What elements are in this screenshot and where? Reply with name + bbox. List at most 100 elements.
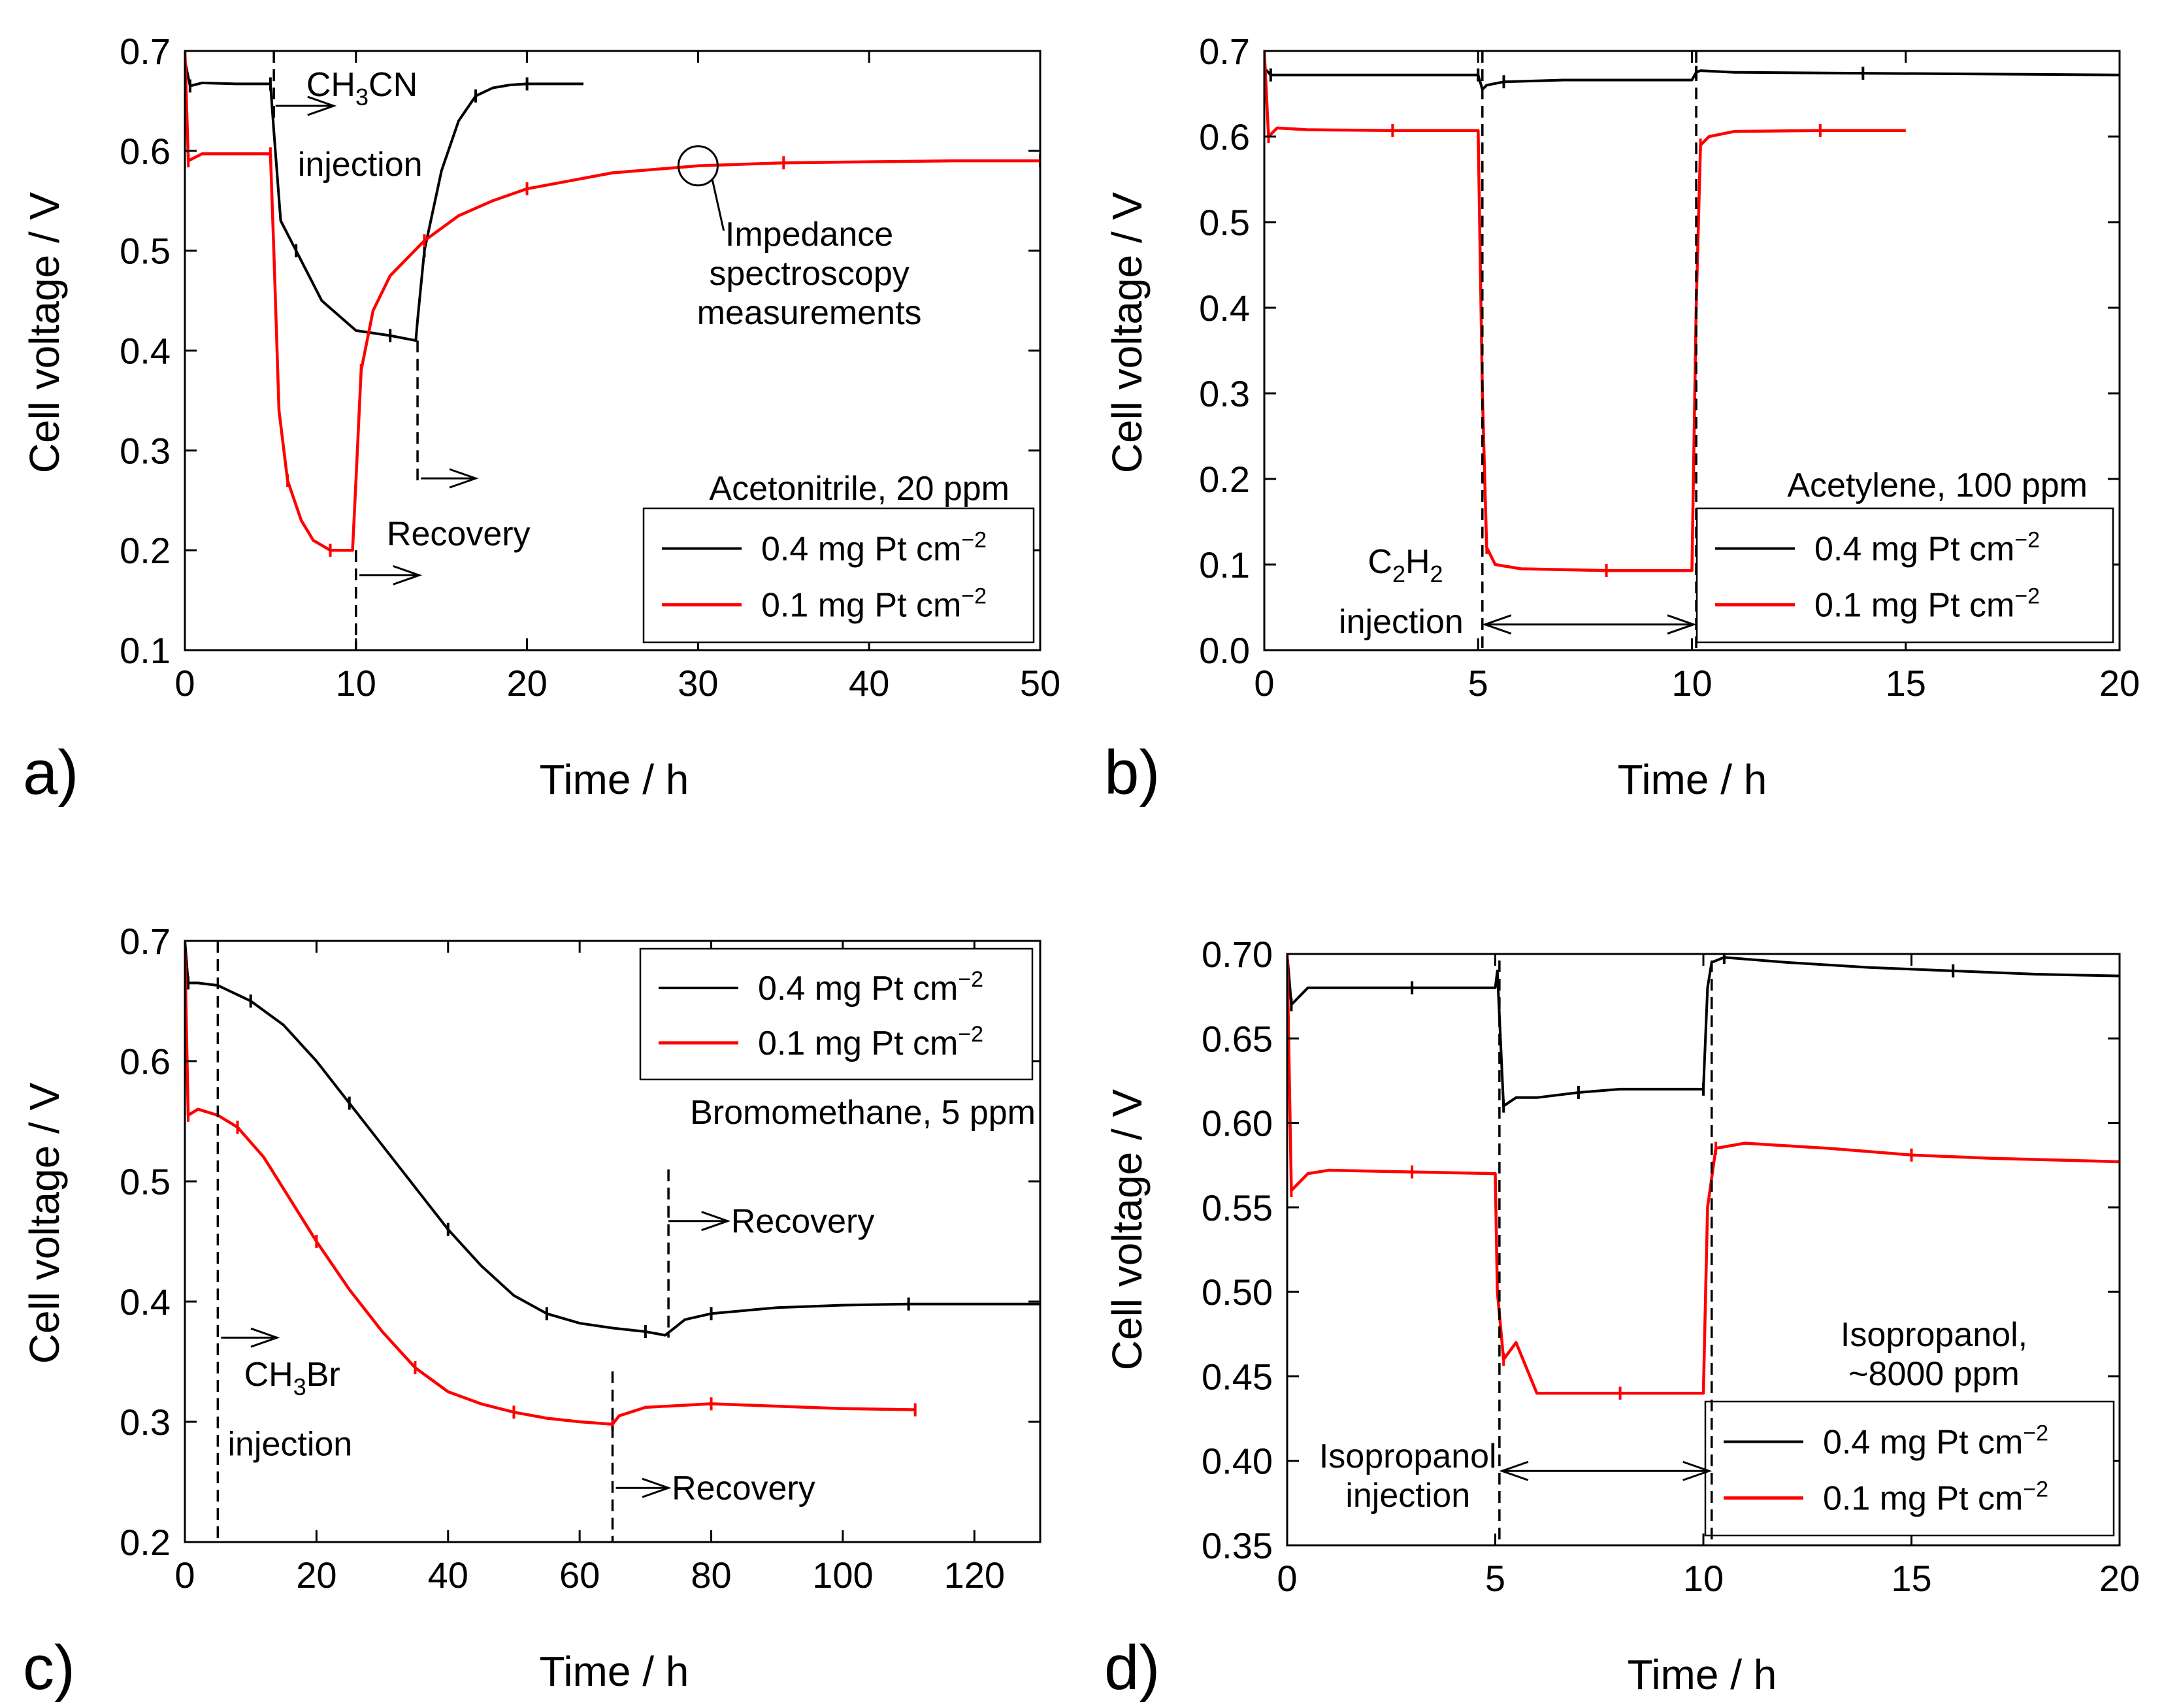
arrow-recovery-2-head bbox=[393, 565, 423, 585]
legend-box bbox=[1704, 1400, 2115, 1537]
legend-label: 0.4 mg Pt cm−2 bbox=[1814, 528, 2040, 568]
y-tick-label: 0.3 bbox=[1199, 373, 1250, 414]
y-tick-label: 0.3 bbox=[120, 1402, 171, 1443]
panel-b: 0 5 10 15 20 0.0 0.1 0.2 0.3 0.4 0.5 0.6 0.7 Time / h… bbox=[1104, 31, 2140, 808]
chart-title: Bromomethane, 5 ppm bbox=[690, 1094, 1036, 1132]
x-tick-label: 10 bbox=[1671, 663, 1712, 704]
x-tick-label: 10 bbox=[1683, 1558, 1724, 1599]
injection-word: injection bbox=[298, 146, 423, 184]
legend-label: 0.1 mg Pt cm−2 bbox=[761, 584, 987, 625]
panel-c: 0 20 40 60 80 100 120 0.2 0.3 0.4 0.5 0.6 0.7 Time / … bbox=[21, 921, 1041, 1703]
legend-box bbox=[1696, 507, 2114, 644]
x-tick-label: 0 bbox=[174, 663, 195, 704]
arrow-recovery-2-head bbox=[701, 1211, 731, 1232]
x-tick-label: 60 bbox=[559, 1554, 600, 1596]
injection-label: CH3CN bbox=[306, 66, 418, 110]
chart-title-line: Isopropanol, bbox=[1841, 1316, 2027, 1354]
panel-d: 0 5 10 15 20 0.35 0.40 0.45 0.50 0.55 0.60 0.65 0.70… bbox=[1104, 934, 2140, 1703]
arrow-exposure-period-head-right bbox=[1682, 1460, 1713, 1481]
arrow-recovery-1-head bbox=[449, 468, 479, 489]
series-group bbox=[185, 941, 1040, 1431]
x-tick-label: 20 bbox=[2099, 663, 2140, 704]
y-tick-label: 0.45 bbox=[1202, 1356, 1273, 1397]
impedance-label: measurements bbox=[697, 294, 922, 332]
impedance-leader bbox=[711, 180, 725, 231]
panel-letter: a) bbox=[23, 738, 78, 808]
injection-label-line: Isopropanol bbox=[1319, 1437, 1497, 1475]
x-tick-label: 20 bbox=[296, 1554, 336, 1596]
y-tick-label: 0.65 bbox=[1202, 1018, 1273, 1059]
legend: 0.4 mg Pt cm−2 0.1 mg Pt cm−2 bbox=[642, 507, 1035, 644]
legend-label: 0.4 mg Pt cm−2 bbox=[1823, 1421, 2048, 1462]
impedance-marker-circle bbox=[677, 145, 719, 187]
x-tick-label: 120 bbox=[944, 1554, 1005, 1596]
y-tick-label: 0.70 bbox=[1202, 934, 1273, 975]
y-tick-label: 0.2 bbox=[1199, 459, 1250, 500]
legend-label: 0.4 mg Pt cm−2 bbox=[758, 967, 983, 1008]
x-tick-label: 10 bbox=[336, 663, 376, 704]
x-tick-label: 30 bbox=[678, 663, 718, 704]
chart-title-line: ~8000 ppm bbox=[1848, 1355, 2020, 1393]
x-tick-label: 20 bbox=[2099, 1558, 2140, 1599]
x-tick-label: 80 bbox=[691, 1554, 731, 1596]
y-axis-title: Cell voltage / V bbox=[1104, 191, 1151, 473]
y-tick-label: 0.5 bbox=[120, 1161, 171, 1202]
y-axis-title: Cell voltage / V bbox=[21, 191, 68, 473]
series-group bbox=[185, 51, 1040, 557]
x-tick-label: 40 bbox=[428, 1554, 468, 1596]
series-line-black bbox=[185, 60, 583, 342]
legend: 0.4 mg Pt cm−2 0.1 mg Pt cm−2 bbox=[1704, 1400, 2115, 1537]
y-tick-label: 0.2 bbox=[120, 530, 171, 571]
recovery-label: Recovery bbox=[387, 516, 531, 553]
arrow-exposure-period-head-left bbox=[1482, 614, 1512, 635]
x-tick-label: 50 bbox=[1020, 663, 1060, 704]
legend: 0.4 mg Pt cm−2 0.1 mg Pt cm−2 bbox=[1696, 507, 2114, 644]
y-tick-label: 0.6 bbox=[120, 1041, 171, 1082]
series-line-red bbox=[1264, 51, 1906, 572]
legend-label: 0.1 mg Pt cm−2 bbox=[1823, 1477, 2048, 1518]
panel-letter: b) bbox=[1104, 738, 1160, 808]
panel-letter: c) bbox=[23, 1633, 75, 1703]
y-tick-label: 0.3 bbox=[120, 430, 171, 471]
y-tick-label: 0.55 bbox=[1202, 1187, 1273, 1228]
legend: 0.4 mg Pt cm−2 0.1 mg Pt cm−2 bbox=[639, 947, 1034, 1081]
arrow-recovery-1-head bbox=[642, 1477, 672, 1498]
y-tick-label: 0.5 bbox=[1199, 202, 1250, 243]
y-axis-title: Cell voltage / V bbox=[21, 1082, 68, 1364]
series-line-black bbox=[1264, 67, 2120, 91]
y-tick-label: 0.4 bbox=[1199, 287, 1250, 329]
panel-letter: d) bbox=[1104, 1633, 1160, 1703]
x-tick-label: 5 bbox=[1468, 663, 1488, 704]
series-line-red bbox=[185, 953, 915, 1426]
series-group bbox=[1287, 954, 2120, 1400]
x-tick-label: 5 bbox=[1485, 1558, 1505, 1599]
y-tick-label: 0.7 bbox=[120, 921, 171, 962]
x-axis-title: Time / h bbox=[1628, 1651, 1777, 1698]
x-axis-title: Time / h bbox=[540, 1648, 689, 1695]
y-tick-label: 0.60 bbox=[1202, 1103, 1273, 1144]
x-tick-label: 0 bbox=[1254, 663, 1274, 704]
legend-label: 0.4 mg Pt cm−2 bbox=[761, 528, 987, 568]
recovery-label-1: Recovery bbox=[672, 1470, 815, 1507]
x-tick-label: 15 bbox=[1891, 1558, 1931, 1599]
chart-title: Acetylene, 100 ppm bbox=[1787, 467, 2088, 504]
panel-a: 0 10 20 30 40 50 0.1 0.2 0.3 0.4 0.5 0.6 0.7 Time / h… bbox=[21, 31, 1060, 808]
injection-word: injection bbox=[227, 1426, 352, 1464]
y-tick-label: 0.1 bbox=[1199, 544, 1250, 585]
y-tick-label: 0.7 bbox=[1199, 31, 1250, 72]
x-tick-label: 40 bbox=[849, 663, 889, 704]
x-axis-title: Time / h bbox=[540, 756, 689, 803]
y-tick-label: 0.40 bbox=[1202, 1441, 1273, 1482]
injection-label: CH3Br bbox=[244, 1356, 340, 1400]
x-tick-label: 15 bbox=[1886, 663, 1926, 704]
injection-label: C2H2 bbox=[1368, 543, 1443, 587]
legend-box bbox=[639, 947, 1034, 1081]
x-tick-label: 100 bbox=[812, 1554, 873, 1596]
impedance-label: spectroscopy bbox=[709, 255, 909, 293]
y-tick-label: 0.50 bbox=[1202, 1272, 1273, 1313]
y-tick-label: 0.0 bbox=[1199, 630, 1250, 671]
series-group bbox=[1264, 51, 2120, 578]
y-tick-label: 0.4 bbox=[120, 1281, 171, 1322]
injection-label-line: injection bbox=[1345, 1477, 1470, 1515]
